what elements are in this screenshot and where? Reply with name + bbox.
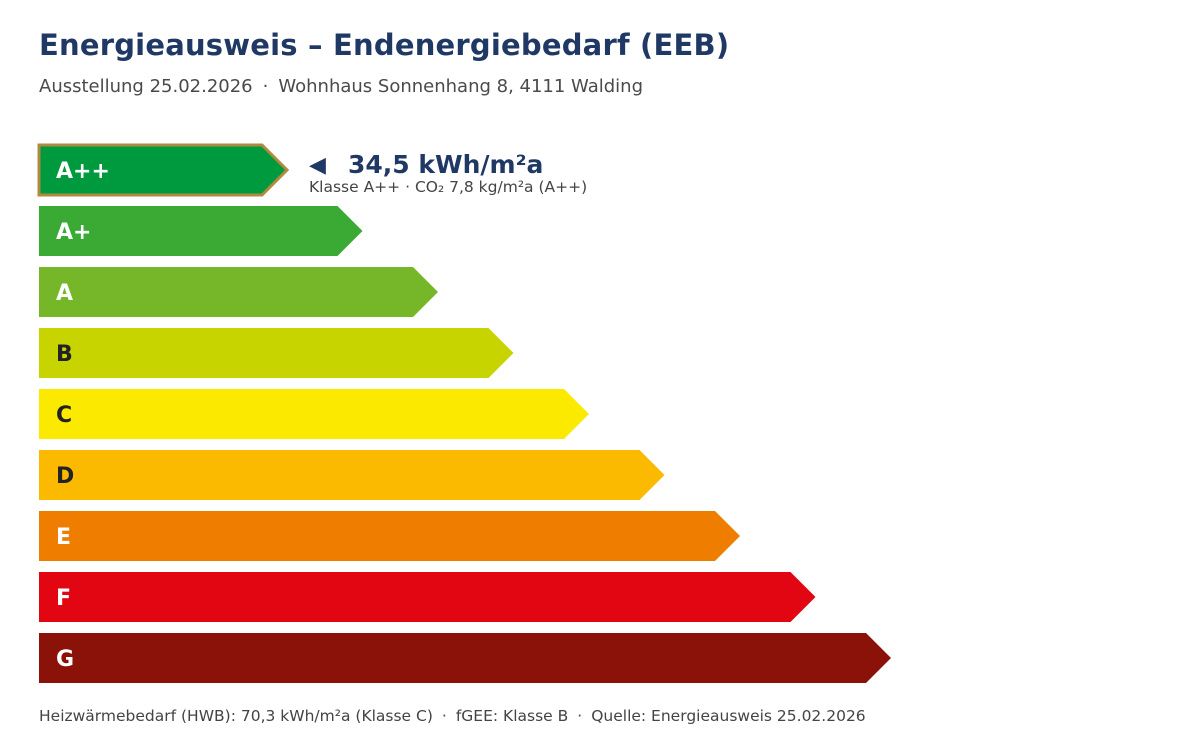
energy-class-bar-c	[39, 389, 589, 439]
energy-class-label: C	[56, 403, 72, 428]
page-title: Energieausweis – Endenergiebedarf (EEB)	[39, 28, 730, 62]
energy-class-label: E	[56, 525, 71, 550]
energy-class-label: B	[56, 342, 73, 367]
energy-class-label: G	[56, 647, 74, 672]
footnote: Heizwärmebedarf (HWB): 70,3 kWh/m²a (Kla…	[39, 707, 866, 725]
energy-class-bar-g	[39, 633, 891, 683]
footnote-separator: ·	[441, 707, 447, 725]
pointer-arrow-icon: ◀	[309, 153, 326, 178]
subtitle: Ausstellung 25.02.2026 · Wohnhaus Sonnenha…	[39, 76, 643, 97]
subtitle-separator: ·	[262, 76, 269, 97]
energy-class-bar-aplusplus	[37, 143, 290, 197]
issue-date: Ausstellung 25.02.2026	[39, 76, 253, 97]
energy-class-label: A+	[56, 220, 91, 245]
footnote-hwb: Heizwärmebedarf (HWB): 70,3 kWh/m²a (Kla…	[39, 707, 433, 725]
highlight-value: 34,5 kWh/m²a	[348, 150, 543, 179]
footnote-separator: ·	[577, 707, 583, 725]
building-address: Wohnhaus Sonnenhang 8, 4111 Walding	[278, 76, 643, 97]
footnote-fgee: fGEE: Klasse B	[455, 707, 569, 725]
highlight-detail: Klasse A++ · CO₂ 7,8 kg/m²a (A++)	[309, 178, 587, 196]
energy-class-label: D	[56, 464, 74, 489]
energy-class-label: F	[56, 586, 71, 611]
energy-class-label: A	[56, 281, 73, 306]
footnote-source: Quelle: Energieausweis 25.02.2026	[591, 707, 866, 725]
energy-class-bar-e	[39, 511, 740, 561]
energy-class-bar-a	[39, 267, 438, 317]
energy-class-bar-b	[39, 328, 514, 378]
energy-class-bar-f	[39, 572, 816, 622]
energy-class-label: A++	[56, 159, 110, 184]
energy-class-bar-aplus	[39, 206, 363, 256]
energy-class-bar-d	[39, 450, 665, 500]
